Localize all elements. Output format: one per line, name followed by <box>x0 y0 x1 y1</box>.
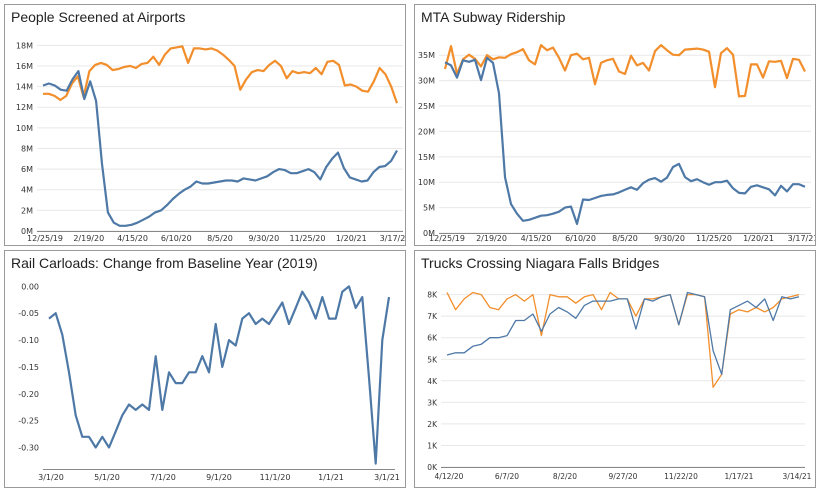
series-line-orange <box>43 45 399 104</box>
chart-title: Trucks Crossing Niagara Falls Bridges <box>421 255 660 271</box>
x-tick-label: 3/1/21 <box>374 473 400 482</box>
trucks-chart: 0K 1K 2K 3K 4K 5K 6K 7K 8K 4/12/20 6/7/20 8/2/20 9/2… <box>427 291 812 481</box>
x-tick-label: 1/20/21 <box>336 234 367 243</box>
y-tick-label: 2K <box>427 420 438 429</box>
y-tick-label: 5K <box>427 355 438 364</box>
airports-chart: 0M 2M 4M 6M 8M 10M 12M 14M 16M 18M 12/25/19 2/19/20… <box>16 41 406 243</box>
y-tick-label: 15M <box>418 153 435 162</box>
y-tick-label: 10M <box>16 124 33 133</box>
x-tick-label: 6/10/20 <box>565 234 596 243</box>
x-tick-label: 9/30/20 <box>248 234 279 243</box>
y-tick-label: 25M <box>418 102 435 111</box>
y-tick-label: 4K <box>427 377 438 386</box>
trucks-panel: Trucks Crossing Niagara Falls Bridges 0K… <box>414 250 816 488</box>
x-tick-label: 2/19/20 <box>476 234 507 243</box>
x-tick-label: 8/2/20 <box>553 472 577 481</box>
x-tick-label: 11/1/20 <box>260 473 291 482</box>
x-tick-label: 6/7/20 <box>495 472 519 481</box>
x-tick-label: 4/12/20 <box>435 472 464 481</box>
x-tick-label: 11/25/20 <box>696 234 732 243</box>
y-tick-label: 18M <box>16 41 33 50</box>
x-tick-label: 3/17/21 <box>788 234 816 243</box>
x-tick-label: 6/10/20 <box>161 234 192 243</box>
y-tick-label: 12M <box>16 103 33 112</box>
series-line-blue <box>444 56 806 225</box>
y-tick-label: -0.15 <box>18 363 39 372</box>
rail-chart: 0.00 -0.05 -0.10 -0.15 -0.20 -0.25 -0.30 3/1/20… <box>18 282 400 482</box>
y-tick-label: -0.10 <box>18 336 39 345</box>
y-tick-label: -0.05 <box>18 309 39 318</box>
x-tick-label: 12/25/19 <box>429 234 465 243</box>
y-tick-label: 0M <box>423 229 435 238</box>
x-tick-label: 3/17/21 <box>380 234 406 243</box>
subway-panel: MTA Subway Ridership 0M 5M 10M 15M 20M 25M 30M… <box>414 4 816 246</box>
y-tick-label: -0.20 <box>18 390 39 399</box>
y-tick-label: 16M <box>16 62 33 71</box>
y-tick-label: 2M <box>21 206 33 215</box>
y-tick-label: 0.00 <box>21 282 39 291</box>
y-tick-label: 30M <box>418 77 435 86</box>
y-tick-label: 6M <box>21 165 33 174</box>
x-tick-label: 1/20/21 <box>743 234 774 243</box>
x-tick-label: 3/14/21 <box>783 472 812 481</box>
chart-title: Rail Carloads: Change from Baseline Year… <box>11 255 318 271</box>
y-tick-label: 7K <box>427 312 438 321</box>
series-line-blue <box>48 285 391 465</box>
y-tick-label: 5M <box>423 204 435 213</box>
y-tick-label: 0K <box>427 463 438 472</box>
series-line-orange <box>446 291 800 388</box>
x-tick-label: 8/5/20 <box>207 234 233 243</box>
y-tick-label: 4M <box>21 186 33 195</box>
x-tick-label: 3/1/20 <box>38 473 64 482</box>
chart-title: MTA Subway Ridership <box>421 9 566 25</box>
x-tick-label: 12/25/19 <box>27 234 63 243</box>
y-tick-label: 8K <box>427 291 438 300</box>
airports-panel: People Screened at Airports 0M 2M 4M 6M 8M 10… <box>4 4 406 246</box>
y-tick-label: 3K <box>427 398 438 407</box>
series-line-blue <box>42 69 398 227</box>
y-tick-label: -0.30 <box>18 444 39 453</box>
chart-title: People Screened at Airports <box>11 9 186 25</box>
x-tick-label: 11/25/20 <box>290 234 326 243</box>
x-tick-label: 11/22/20 <box>664 472 698 481</box>
x-tick-label: 7/1/20 <box>150 473 176 482</box>
rail-panel: Rail Carloads: Change from Baseline Year… <box>4 250 406 488</box>
y-tick-label: -0.25 <box>18 417 39 426</box>
y-tick-label: 10M <box>418 178 435 187</box>
subway-chart: 0M 5M 10M 15M 20M 25M 30M 35M 12/25/19 2/19/20 4/1… <box>418 43 816 243</box>
y-tick-label: 14M <box>16 83 33 92</box>
x-tick-label: 4/15/20 <box>521 234 552 243</box>
x-tick-label: 1/1/21 <box>318 473 344 482</box>
y-tick-label: 8M <box>21 144 33 153</box>
x-tick-label: 5/1/20 <box>94 473 120 482</box>
x-tick-label: 9/27/20 <box>609 472 638 481</box>
y-tick-label: 20M <box>418 127 435 136</box>
x-tick-label: 9/30/20 <box>654 234 685 243</box>
series-line-orange <box>443 43 806 98</box>
series-line-blue <box>446 291 800 375</box>
y-tick-label: 0M <box>21 227 33 236</box>
x-tick-label: 2/19/20 <box>73 234 104 243</box>
x-tick-label: 1/17/21 <box>725 472 754 481</box>
y-tick-label: 1K <box>427 441 438 450</box>
x-tick-label: 8/5/20 <box>612 234 638 243</box>
y-tick-label: 6K <box>427 334 438 343</box>
x-tick-label: 9/1/20 <box>206 473 232 482</box>
y-tick-label: 35M <box>418 51 435 60</box>
x-tick-label: 4/15/20 <box>117 234 148 243</box>
